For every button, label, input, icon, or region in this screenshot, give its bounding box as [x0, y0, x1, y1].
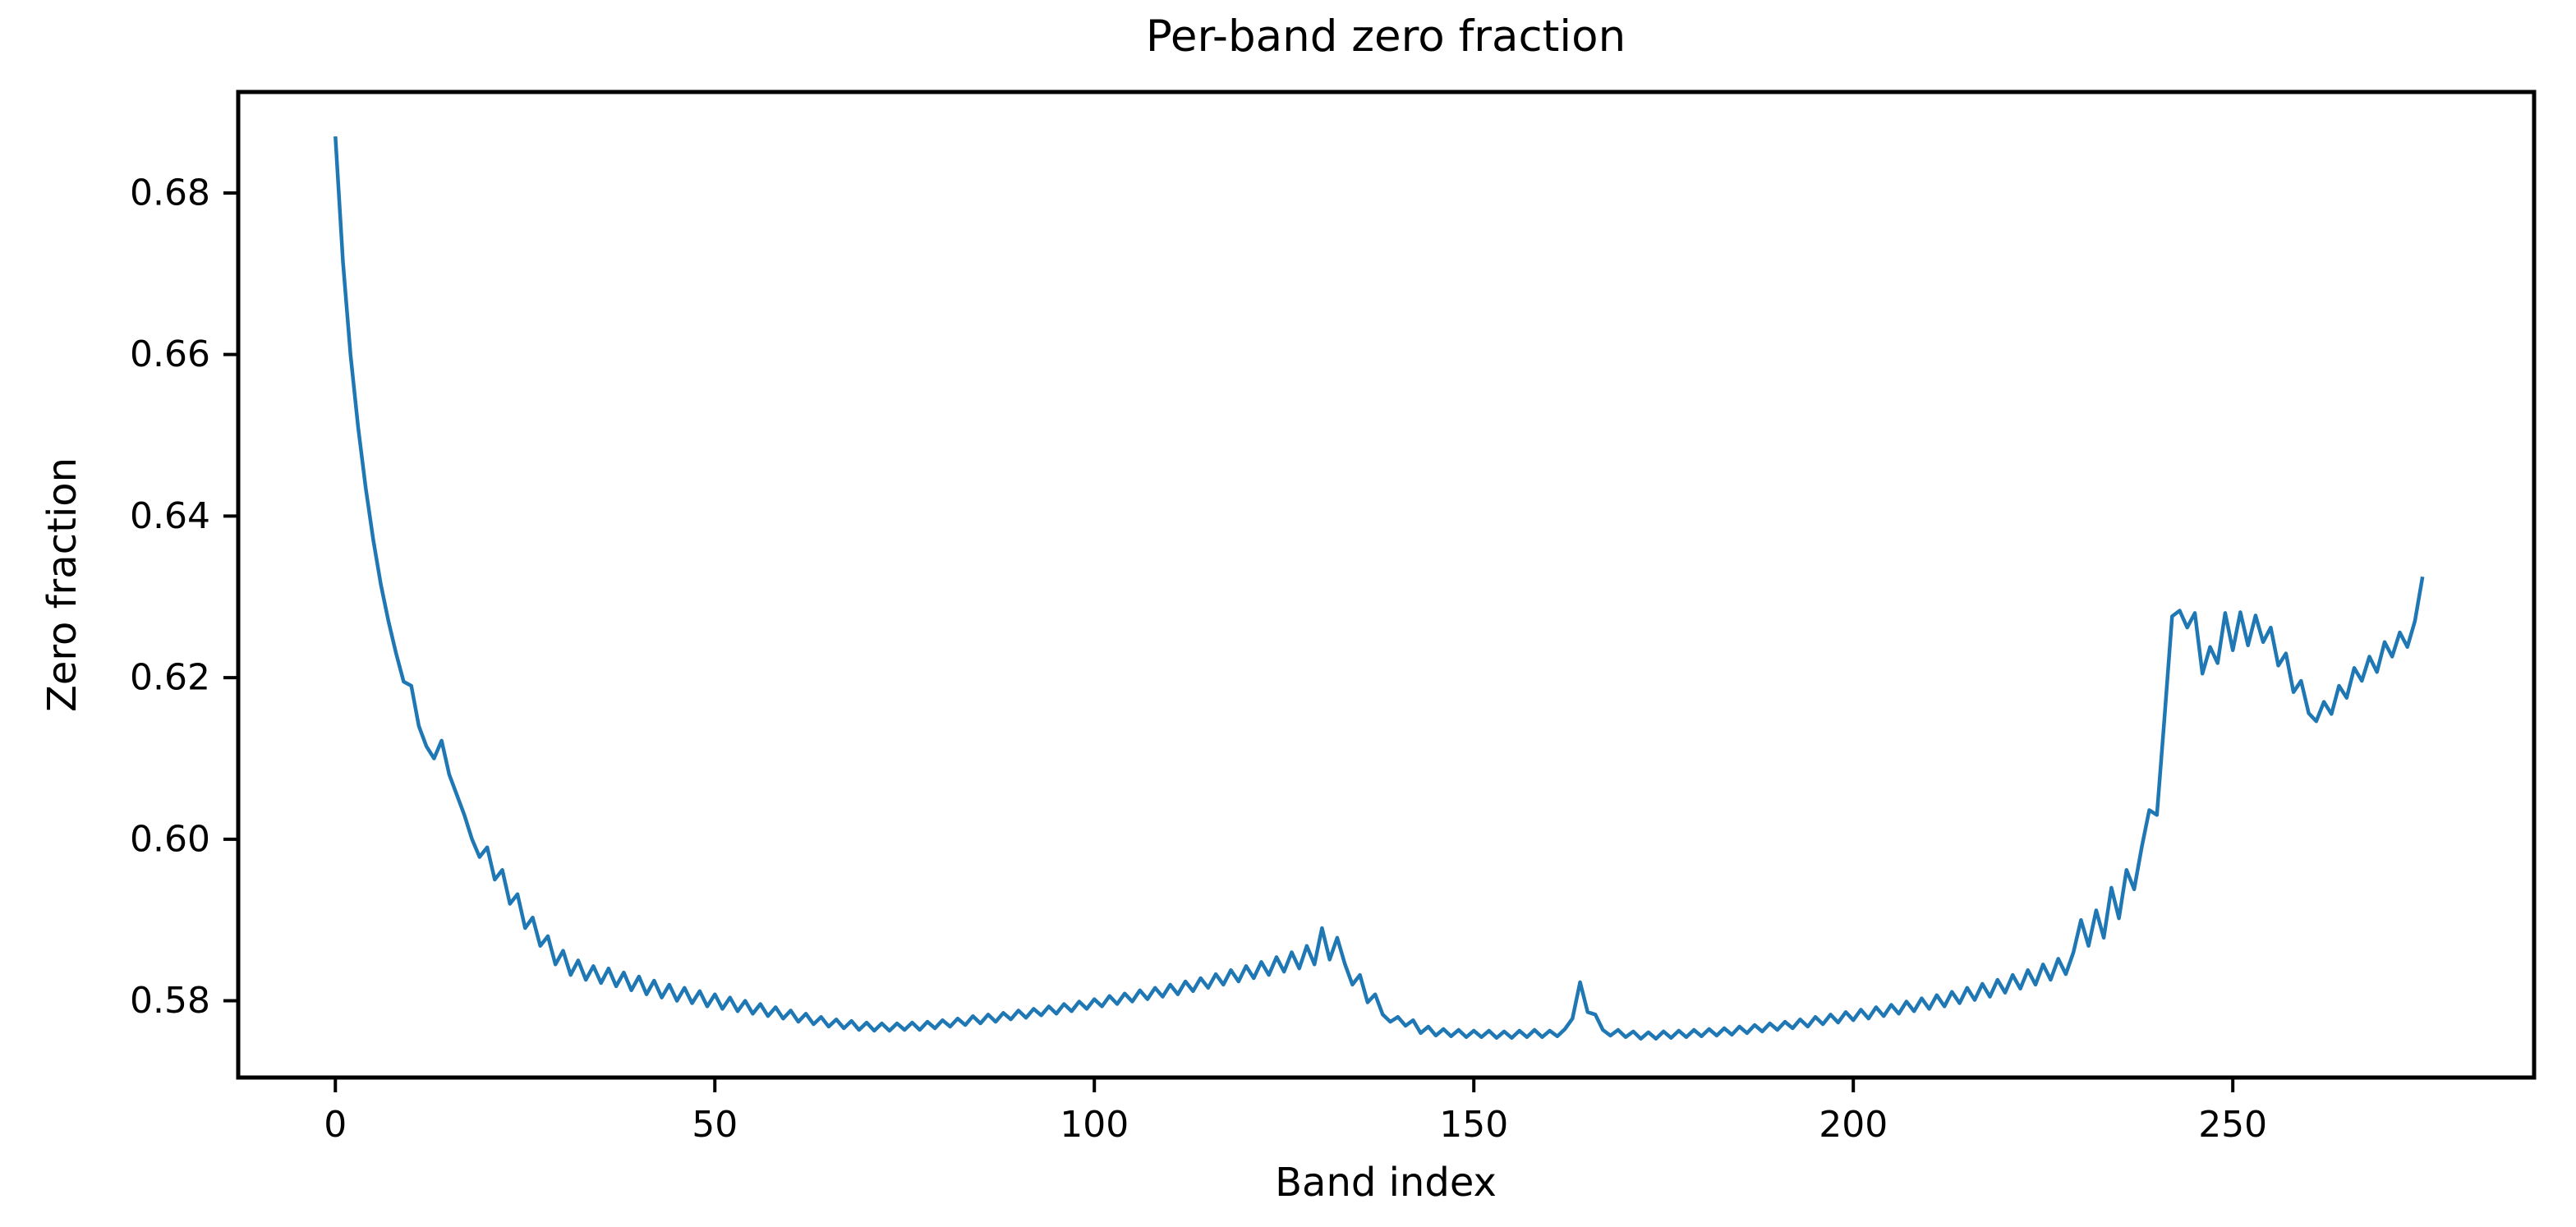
y-tick-label: 0.62 — [130, 657, 210, 699]
x-tick-label: 150 — [1439, 1104, 1508, 1146]
y-tick-label: 0.60 — [130, 818, 210, 860]
y-tick-label: 0.64 — [130, 495, 210, 537]
y-tick-label: 0.68 — [130, 172, 210, 214]
y-tick-label: 0.66 — [130, 333, 210, 375]
plot-border — [236, 90, 2537, 1080]
x-tick-label: 200 — [1819, 1104, 1888, 1146]
x-tick-label: 0 — [324, 1104, 347, 1146]
series-line — [334, 136, 2425, 1041]
x-tick-label: 250 — [2198, 1104, 2267, 1146]
x-tick-label: 100 — [1060, 1104, 1129, 1146]
x-tick-label: 50 — [692, 1104, 738, 1146]
y-axis-label: Zero fraction — [39, 457, 85, 713]
chart-title: Per-band zero fraction — [1145, 11, 1626, 62]
y-tick-label: 0.58 — [130, 980, 210, 1022]
x-axis-label: Band index — [1275, 1160, 1497, 1206]
